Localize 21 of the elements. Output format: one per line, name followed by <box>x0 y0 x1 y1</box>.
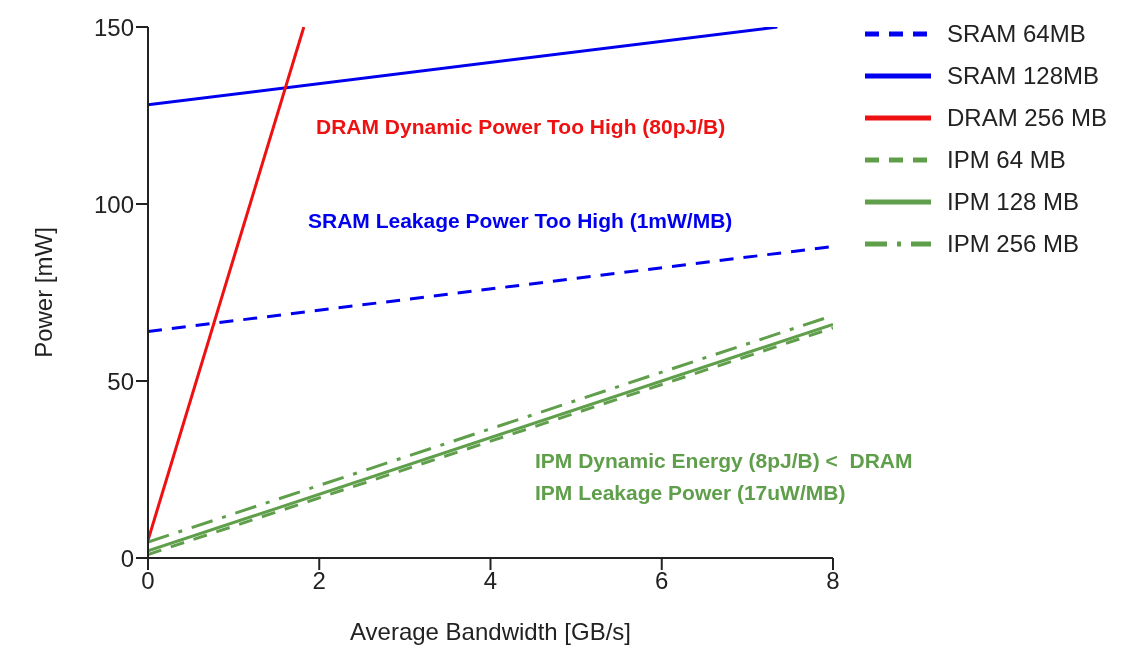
legend-label: SRAM 128MB <box>947 62 1100 90</box>
annotation: IPM Dynamic Energy (8pJ/B) < DRAM <box>535 449 913 473</box>
x-tick-label: 0 <box>141 567 155 595</box>
annotation: IPM Leakage Power (17uW/MB) <box>535 481 846 505</box>
y-tick-label: 0 <box>120 544 134 572</box>
y-tick-label: 100 <box>93 190 134 218</box>
y-axis-title: Power [mW] <box>29 227 57 358</box>
annotation: DRAM Dynamic Power Too High (80pJ/B) <box>316 115 726 139</box>
annotation: SRAM Leakage Power Too High (1mW/MB) <box>308 209 733 233</box>
legend-label: SRAM 64MB <box>947 20 1086 48</box>
legend-label: IPM 64 MB <box>947 146 1066 174</box>
y-tick-label: 50 <box>107 367 134 395</box>
x-tick-label: 2 <box>312 567 326 595</box>
y-tick-label: 150 <box>93 13 134 41</box>
x-tick-label: 4 <box>483 567 498 595</box>
legend-label: DRAM 256 MB <box>947 104 1108 132</box>
x-axis-title: Average Bandwidth [GB/s] <box>349 618 632 645</box>
x-tick-label: 8 <box>826 567 840 595</box>
x-tick-label: 6 <box>655 567 669 595</box>
legend-label: IPM 256 MB <box>947 230 1080 258</box>
legend-label: IPM 128 MB <box>947 188 1080 216</box>
